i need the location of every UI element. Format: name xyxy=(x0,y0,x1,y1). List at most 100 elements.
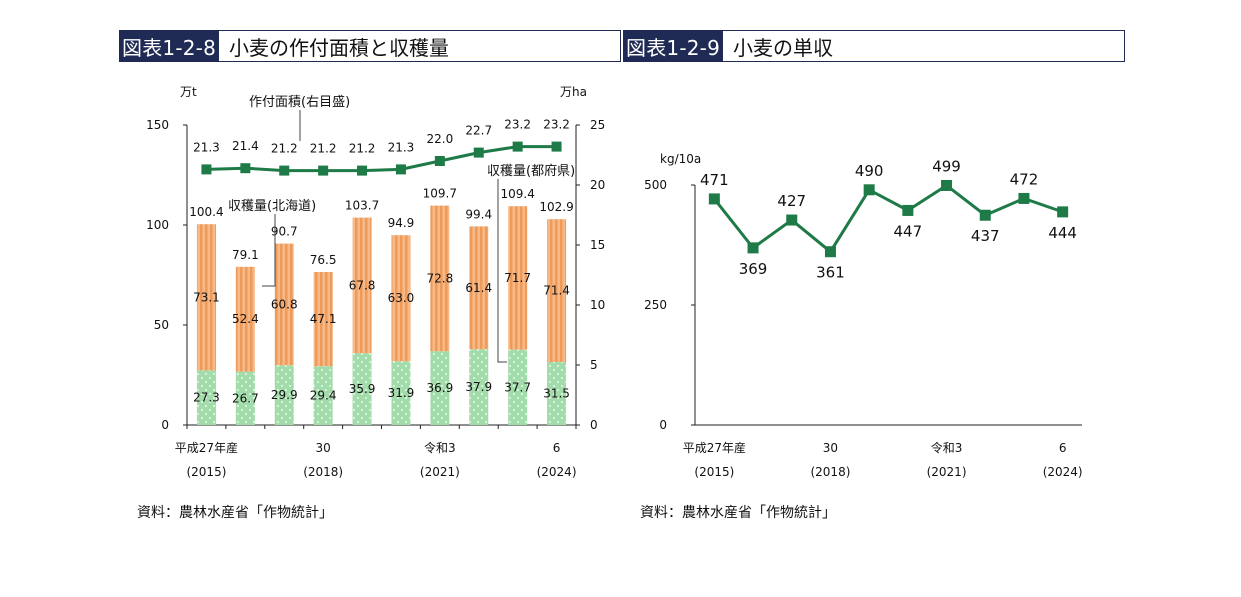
area-value-label: 23.2 xyxy=(504,118,531,132)
x-tick-label-year: (2024) xyxy=(1043,465,1083,479)
bar-prefectures xyxy=(430,205,450,352)
area-value-label: 21.3 xyxy=(193,140,220,154)
yield-marker xyxy=(708,193,720,205)
bar-prefectures-label: 61.4 xyxy=(465,281,492,295)
x-tick-label: 30 xyxy=(316,441,331,455)
x-tick-label-year: (2024) xyxy=(537,465,577,479)
area-value-label: 21.3 xyxy=(388,140,415,154)
bar-prefectures xyxy=(196,224,216,371)
x-tick-label: 令和3 xyxy=(931,440,963,455)
left-y-tick-label: 50 xyxy=(154,318,169,332)
x-tick-label-year: (2021) xyxy=(420,465,460,479)
x-tick-label-year: (2015) xyxy=(186,465,226,479)
yield-marker xyxy=(941,179,953,191)
area-line xyxy=(206,145,557,173)
right-y-tick-label: 25 xyxy=(590,118,605,132)
bar-prefectures xyxy=(508,206,528,350)
bar-hokkaido-label: 31.9 xyxy=(388,386,415,400)
left-source-note: 資料：農林水産省「作物統計」 xyxy=(137,505,333,521)
yield-value-label: 437 xyxy=(971,227,1000,245)
area-marker xyxy=(357,165,368,176)
area-marker xyxy=(551,141,562,152)
left-y-tick-label: 150 xyxy=(146,118,169,132)
y-tick-label: 500 xyxy=(644,178,667,192)
area-value-label: 22.0 xyxy=(426,132,453,146)
bar-total-label: 94.9 xyxy=(388,216,415,230)
area-value-label: 23.2 xyxy=(543,118,570,132)
bar-total-label: 103.7 xyxy=(345,199,379,213)
yield-marker xyxy=(1018,192,1030,204)
left-figure-title: 図表1-2-8 小麦の作付面積と収穫量 xyxy=(119,30,621,62)
left-y-tick-label: 0 xyxy=(161,418,169,432)
bar-hokkaido xyxy=(469,349,489,425)
bar-hokkaido-label: 27.3 xyxy=(193,391,220,405)
bar-total-label: 109.4 xyxy=(500,187,534,201)
area-marker xyxy=(512,141,523,152)
legend-prefectures-leader xyxy=(497,179,507,363)
bar-prefectures-label: 63.0 xyxy=(388,291,415,305)
x-tick-label: 平成27年産 xyxy=(683,440,746,455)
legend-hokkaido-leader xyxy=(262,214,276,287)
yield-marker xyxy=(902,204,914,216)
left-figure-number: 図表1-2-8 xyxy=(120,31,220,61)
bar-hokkaido-label: 29.4 xyxy=(310,389,337,403)
right-y-tick-label: 10 xyxy=(590,298,605,312)
right-source-note: 資料：農林水産省「作物統計」 xyxy=(640,505,836,521)
yield-value-label: 444 xyxy=(1048,224,1077,242)
bar-total-label: 100.4 xyxy=(189,205,223,219)
right-figure-number: 図表1-2-9 xyxy=(624,31,724,61)
yield-marker xyxy=(786,214,798,226)
area-marker xyxy=(473,147,484,158)
area-marker xyxy=(318,165,329,176)
right-y-tick-label: 5 xyxy=(590,358,598,372)
left-axis-unit: 万t xyxy=(180,85,197,99)
area-value-label: 22.7 xyxy=(465,124,492,138)
bar-prefectures xyxy=(547,219,567,362)
legend-area-label: 作付面積(右目盛) xyxy=(249,95,350,110)
bar-total-label: 109.7 xyxy=(423,187,457,201)
bar-hokkaido-label: 36.9 xyxy=(426,381,453,395)
right-figure-title: 図表1-2-9 小麦の単収 xyxy=(623,30,1125,62)
yield-value-label: 499 xyxy=(932,157,961,175)
yield-value-label: 369 xyxy=(739,260,768,278)
right-chart: 0 250 500 kg/10a 平成27年産 (2015) 30 (2018) 令和3 (202… xyxy=(644,152,1083,479)
bar-hokkaido xyxy=(352,353,372,425)
bar-prefectures-label: 71.7 xyxy=(504,271,531,285)
bar-prefectures xyxy=(313,272,333,367)
yield-marker xyxy=(747,242,759,254)
bar-prefectures xyxy=(274,243,294,366)
bar-prefectures xyxy=(235,266,255,372)
bar-prefectures-label: 72.8 xyxy=(426,271,453,285)
y-tick-label: 250 xyxy=(644,298,667,312)
x-tick-label: 30 xyxy=(823,441,838,455)
yield-marker xyxy=(863,184,875,196)
bar-hokkaido-label: 37.9 xyxy=(465,380,492,394)
right-axis-unit: 万ha xyxy=(560,85,587,99)
bar-hokkaido xyxy=(391,361,411,425)
yield-line xyxy=(713,183,1064,254)
x-tick-label: 6 xyxy=(1059,441,1067,455)
bar-hokkaido-label: 29.9 xyxy=(271,388,298,402)
bar-hokkaido-label: 35.9 xyxy=(349,382,376,396)
area-marker xyxy=(279,165,290,176)
bar-prefectures xyxy=(469,226,489,350)
y-tick-label: 0 xyxy=(659,418,667,432)
bar-hokkaido-label: 31.5 xyxy=(543,387,570,401)
yield-value-label: 361 xyxy=(816,264,845,282)
bar-hokkaido xyxy=(430,351,450,425)
x-tick-label-year: (2015) xyxy=(694,465,734,479)
bar-hokkaido-label: 37.7 xyxy=(504,380,531,394)
right-y-tick-label: 20 xyxy=(590,178,605,192)
bar-hokkaido xyxy=(508,349,528,425)
bar-prefectures xyxy=(391,235,411,362)
area-marker xyxy=(395,164,406,175)
bar-total-label: 90.7 xyxy=(271,225,298,239)
bar-total-label: 79.1 xyxy=(232,248,259,262)
bar-prefectures-label: 60.8 xyxy=(271,297,298,311)
bar-hokkaido-label: 26.7 xyxy=(232,391,259,405)
bar-hokkaido xyxy=(547,362,567,425)
bar-hokkaido xyxy=(235,371,255,425)
bar-prefectures-label: 67.8 xyxy=(349,278,376,292)
bar-prefectures-label: 52.4 xyxy=(232,312,259,326)
bar-hokkaido xyxy=(313,366,333,425)
